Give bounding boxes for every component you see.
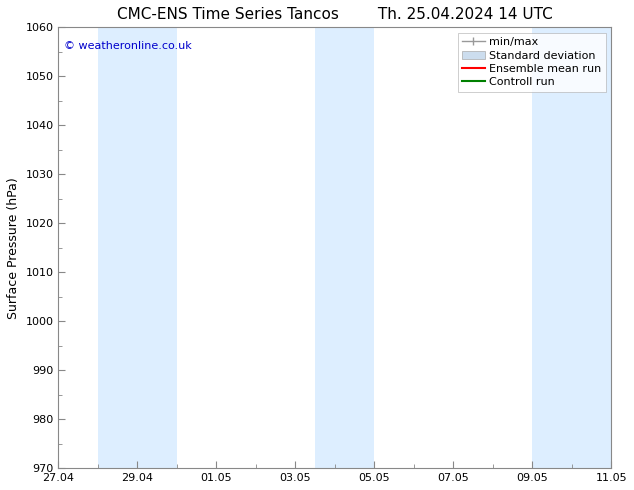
Bar: [98, 27, 177, 468]
Text: © weatheronline.co.uk: © weatheronline.co.uk: [64, 41, 191, 50]
Bar: [532, 27, 611, 468]
Bar: [315, 27, 374, 468]
Legend: min/max, Standard deviation, Ensemble mean run, Controll run: min/max, Standard deviation, Ensemble me…: [458, 33, 605, 92]
Title: CMC-ENS Time Series Tancos        Th. 25.04.2024 14 UTC: CMC-ENS Time Series Tancos Th. 25.04.202…: [117, 7, 553, 22]
Y-axis label: Surface Pressure (hPa): Surface Pressure (hPa): [7, 177, 20, 318]
